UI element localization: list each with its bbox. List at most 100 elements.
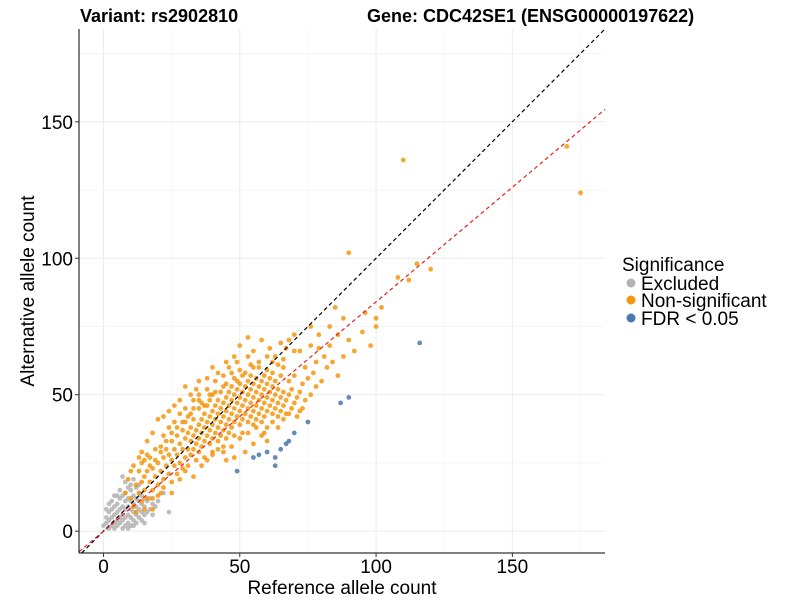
point-non-significant — [215, 370, 221, 376]
point-non-significant — [300, 381, 305, 387]
point-non-significant — [188, 452, 194, 458]
legend-label-non-significant: Non-significant — [641, 291, 767, 312]
point-non-significant — [122, 490, 128, 496]
point-non-significant — [248, 386, 254, 392]
point-non-significant — [142, 474, 147, 479]
point-non-significant — [136, 490, 142, 496]
point-non-significant — [275, 386, 281, 392]
point-non-significant — [248, 400, 254, 406]
point-non-significant — [150, 496, 156, 501]
reference-lines — [78, 28, 606, 554]
legend-label-fdr: FDR < 0.05 — [641, 309, 739, 330]
point-non-significant — [169, 479, 175, 485]
point-non-significant — [229, 425, 235, 430]
point-non-significant — [172, 419, 177, 425]
point-non-significant — [229, 411, 235, 417]
point-non-significant — [316, 345, 322, 351]
point-non-significant — [251, 441, 256, 447]
point-non-significant — [152, 457, 158, 463]
point-non-significant — [319, 378, 324, 384]
legend-marker-fdr — [626, 313, 636, 323]
point-non-significant — [172, 403, 177, 408]
point-excluded — [131, 523, 136, 529]
point-non-significant — [278, 373, 284, 378]
point-non-significant — [294, 414, 300, 419]
point-non-significant — [264, 395, 270, 400]
point-fdr-0-05 — [264, 449, 270, 455]
point-non-significant — [281, 403, 286, 408]
point-non-significant — [166, 408, 172, 414]
point-non-significant — [196, 449, 202, 455]
point-non-significant — [133, 509, 139, 515]
point-non-significant — [237, 395, 243, 400]
point-non-significant — [150, 506, 156, 512]
point-non-significant — [166, 425, 172, 430]
point-non-significant — [223, 395, 229, 400]
point-non-significant — [237, 408, 243, 414]
point-non-significant — [169, 430, 175, 436]
point-non-significant — [578, 190, 583, 196]
point-non-significant — [163, 438, 169, 444]
point-non-significant — [341, 315, 346, 321]
point-non-significant — [196, 406, 202, 411]
point-non-significant — [341, 354, 346, 359]
point-non-significant — [231, 392, 237, 398]
point-non-significant — [256, 359, 262, 365]
point-non-significant — [248, 373, 254, 378]
point-non-significant — [270, 419, 275, 425]
point-non-significant — [163, 446, 169, 452]
point-non-significant — [234, 386, 240, 392]
grid — [79, 29, 605, 553]
point-non-significant — [193, 386, 199, 392]
point-non-significant — [259, 392, 264, 398]
point-non-significant — [253, 389, 259, 395]
point-non-significant — [191, 474, 196, 479]
point-non-significant — [395, 275, 401, 280]
point-non-significant — [199, 416, 205, 422]
point-non-significant — [199, 463, 205, 469]
legend-marker-non-significant — [626, 295, 636, 305]
point-non-significant — [218, 433, 224, 438]
point-non-significant — [305, 375, 311, 381]
point-non-significant — [223, 436, 229, 441]
legend-title: Significance — [622, 255, 724, 276]
point-non-significant — [278, 395, 284, 400]
point-non-significant — [281, 416, 286, 422]
point-non-significant — [144, 452, 150, 458]
point-non-significant — [142, 506, 147, 512]
point-non-significant — [196, 378, 202, 384]
point-non-significant — [251, 348, 256, 354]
point-non-significant — [289, 406, 294, 411]
point-non-significant — [302, 365, 308, 370]
point-non-significant — [180, 427, 186, 433]
point-non-significant — [180, 446, 186, 452]
point-non-significant — [191, 416, 196, 422]
point-non-significant — [174, 425, 180, 430]
point-non-significant — [428, 266, 433, 272]
x-axis-label: Reference allele count — [247, 578, 437, 599]
point-non-significant — [272, 406, 278, 411]
point-non-significant — [207, 397, 213, 403]
point-non-significant — [297, 389, 303, 395]
point-non-significant — [177, 460, 183, 466]
point-non-significant — [204, 433, 210, 438]
point-non-significant — [210, 365, 215, 370]
point-non-significant — [215, 411, 221, 417]
point-non-significant — [414, 261, 420, 267]
point-non-significant — [253, 425, 259, 430]
point-non-significant — [261, 400, 267, 406]
point-non-significant — [240, 403, 245, 408]
point-non-significant — [191, 446, 196, 452]
point-non-significant — [161, 433, 166, 438]
point-excluded — [103, 506, 109, 512]
point-non-significant — [327, 324, 333, 329]
point-non-significant — [291, 332, 297, 338]
x-tick-label: 150 — [496, 557, 528, 578]
point-non-significant — [139, 449, 145, 455]
y-axis-label: Alternative allele count — [18, 195, 39, 387]
point-non-significant — [332, 305, 338, 310]
point-non-significant — [166, 452, 172, 458]
point-non-significant — [161, 414, 166, 419]
point-non-significant — [158, 444, 164, 449]
point-fdr-0-05 — [346, 395, 352, 400]
